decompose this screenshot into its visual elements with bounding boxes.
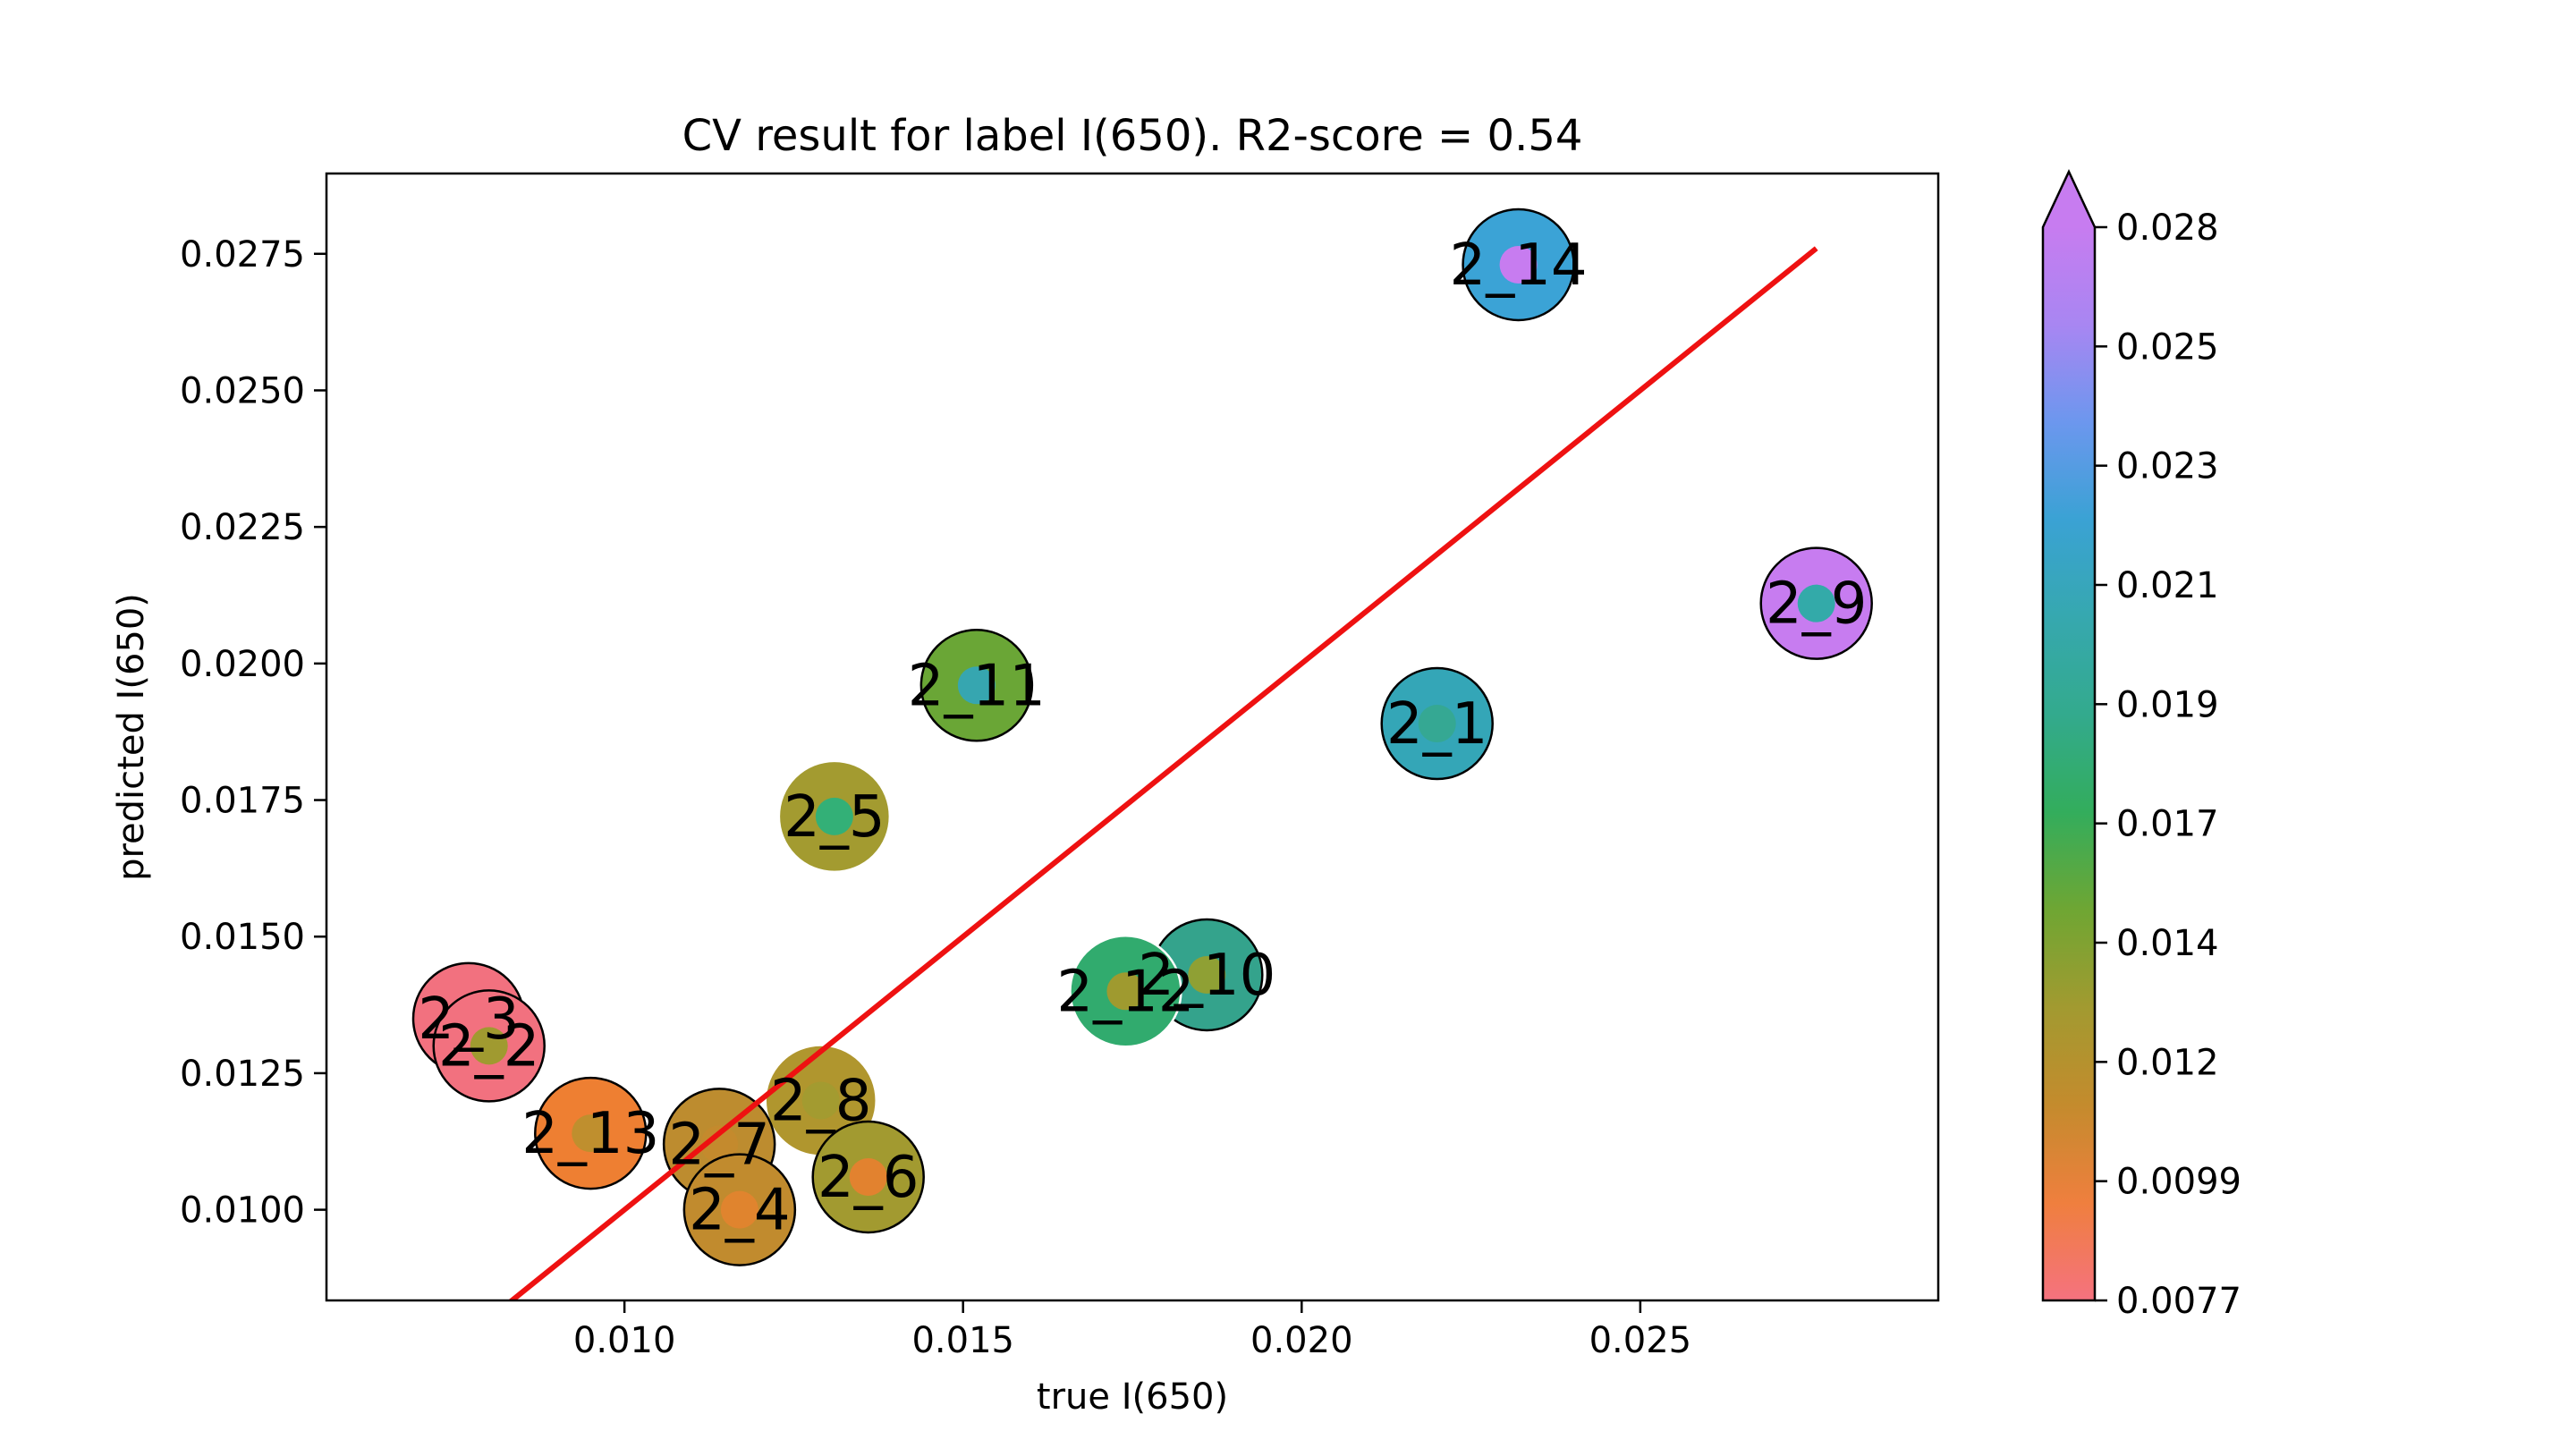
y-tick-label: 0.0250	[180, 370, 305, 411]
y-tick-label: 0.0225	[180, 507, 305, 548]
data-point-inner-marker	[1418, 705, 1456, 743]
data-point-2_2	[432, 989, 546, 1103]
data-point-inner-marker	[572, 1114, 610, 1153]
data-point-inner-marker	[720, 1190, 758, 1229]
colorbar-frame	[2041, 169, 2097, 1302]
data-point-label: 2_7	[668, 1112, 769, 1178]
data-point-label: 2_5	[784, 784, 885, 851]
x-tick-label: 0.010	[573, 1320, 676, 1361]
data-point-2_14	[1462, 207, 1575, 322]
data-point-inner-marker	[1499, 245, 1538, 284]
colorbar-tick-label: 0.012	[2116, 1042, 2219, 1083]
data-point-label: 2_8	[770, 1068, 871, 1134]
y-tick-label: 0.0100	[180, 1190, 305, 1232]
y-tick-label: 0.0175	[180, 781, 305, 822]
y-tick-label: 0.0150	[180, 917, 305, 958]
data-point-label: 2_14	[1449, 233, 1587, 299]
data-point-label: 2_11	[908, 653, 1046, 719]
colorbar-extend-arrow	[2043, 172, 2095, 227]
y-tick-label: 0.0275	[180, 234, 305, 275]
x-axis-label: true I(650)	[1037, 1376, 1228, 1418]
data-point-2_5	[777, 759, 892, 874]
x-tick-label: 0.015	[911, 1320, 1014, 1361]
colorbar: 0.0077 0.0099 0.012 0.014 0.017 0.019 0.021 0.0…	[2041, 169, 2241, 1322]
data-point-inner-marker	[957, 666, 996, 705]
data-point-label: 2_6	[818, 1145, 919, 1211]
data-point-2_11	[919, 629, 1034, 742]
colorbar-tick-label: 0.014	[2116, 923, 2219, 964]
data-point-2_9	[1759, 546, 1873, 660]
y-tick-label: 0.0125	[180, 1054, 305, 1095]
colorbar-tick-label: 0.023	[2116, 446, 2219, 487]
colorbar-tick-label: 0.017	[2116, 804, 2219, 845]
data-point-inner-marker	[815, 797, 853, 835]
data-point-inner-marker	[470, 1027, 508, 1065]
data-point-inner-marker	[801, 1081, 840, 1120]
data-point-2_12	[1069, 935, 1182, 1048]
x-axis: 0.010 0.015 0.020 0.025	[573, 1300, 1691, 1361]
x-tick-label: 0.025	[1589, 1320, 1692, 1361]
data-point-inner-marker	[849, 1157, 887, 1196]
colorbar-tick-label: 0.025	[2116, 326, 2219, 368]
plot-frame	[325, 172, 1940, 1302]
data-point-label: 2_1	[1386, 691, 1487, 758]
data-point-label: 2_13	[521, 1101, 659, 1167]
data-point-label: 2_9	[1766, 572, 1867, 638]
y-tick-label: 0.0200	[180, 644, 305, 685]
x-tick-label: 0.020	[1250, 1320, 1353, 1361]
data-point-label: 2_4	[689, 1178, 790, 1244]
data-point-inner-marker	[1188, 955, 1226, 994]
data-point-label: 2_2	[438, 1013, 539, 1080]
colorbar-gradient	[2043, 227, 2095, 1300]
data-point-inner-marker	[700, 1125, 739, 1164]
data-point-label: 2_10	[1138, 943, 1275, 1009]
data-point-inner-marker	[1106, 972, 1145, 1011]
y-axis-label: predicted I(650)	[111, 593, 152, 881]
colorbar-tick-label: 0.0099	[2116, 1162, 2241, 1203]
colorbar-tick-label: 0.028	[2116, 207, 2219, 249]
y-axis: 0.0100 0.0125 0.0150 0.0175 0.0200 0.0225 0.02…	[180, 234, 326, 1232]
data-point-2_13	[534, 1076, 648, 1190]
colorbar-tick-label: 0.019	[2116, 684, 2219, 725]
plot-area: 2_142_92_12_112_52_102_122_32_22_82_13 2_…	[325, 172, 1940, 1302]
chart-title: CV result for label I(650). R2-score = 0…	[682, 111, 1583, 161]
reference-line	[507, 246, 1818, 1300]
data-point-2_4	[682, 1153, 797, 1266]
data-point-label: 2_12	[1056, 959, 1194, 1025]
data-point-2_6	[811, 1120, 925, 1234]
data-point-inner-marker	[1797, 584, 1835, 622]
colorbar-tick-label: 0.021	[2116, 565, 2219, 606]
data-point-label: 2_3	[418, 987, 519, 1053]
data-point-2_1	[1380, 666, 1494, 781]
colorbar-tick-label: 0.0077	[2116, 1281, 2241, 1322]
